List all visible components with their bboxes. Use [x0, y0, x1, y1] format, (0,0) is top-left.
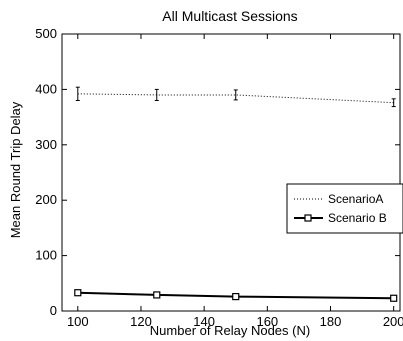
data-point: [74, 289, 82, 297]
legend: ScenarioA Scenario B: [286, 183, 403, 234]
data-point: [390, 294, 398, 302]
series-line: [77, 93, 394, 104]
legend-box: [286, 183, 403, 234]
x-tick-label: 160: [256, 314, 278, 329]
legend-marker: [304, 214, 312, 222]
x-tick-label: 200: [383, 314, 403, 329]
y-tick-label: 200: [35, 192, 57, 207]
x-axis-label: Number of Relay Nodes (N): [150, 323, 310, 338]
y-tick-label: 500: [35, 26, 57, 41]
y-tick-label: 100: [35, 248, 57, 263]
y-tick-label: 300: [35, 137, 57, 152]
x-tick-label: 140: [193, 314, 215, 329]
y-axis-label: Mean Round Trip Delay: [8, 101, 23, 238]
chart-title: All Multicast Sessions: [162, 8, 297, 24]
data-point: [232, 292, 240, 301]
data-point: [153, 291, 161, 299]
plot-frame: [61, 33, 401, 312]
series-line: [77, 291, 394, 300]
y-tick-label: 400: [35, 81, 57, 96]
y-tick-label: 0: [50, 303, 57, 318]
x-tick-label: 100: [67, 314, 89, 329]
x-tick-label: 120: [130, 314, 152, 329]
series-layer: [74, 86, 398, 302]
legend-label: ScenarioA: [328, 192, 383, 206]
legend-label: Scenario B: [328, 211, 387, 225]
x-tick-label: 180: [320, 314, 342, 329]
axes-layer: 0 100 200 300 400 500 100 120 140 160 180 200: [35, 26, 403, 329]
